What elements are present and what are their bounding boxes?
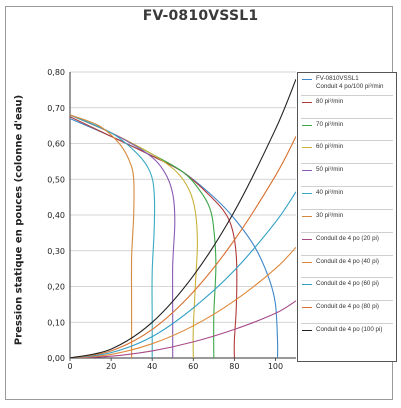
- legend-swatch: [302, 307, 312, 308]
- legend-swatch: [302, 216, 312, 217]
- legend-swatch: [302, 125, 312, 126]
- y-tick-label: 0,20: [47, 283, 65, 292]
- x-tick-label: 20: [106, 362, 116, 371]
- legend-label: Conduit de 4 po (20 pi): [316, 235, 395, 243]
- legend-label: 70 pi³/min: [316, 121, 395, 129]
- legend-swatch: [302, 102, 312, 103]
- legend-label-line: 40 pi³/min: [316, 189, 344, 196]
- legend-separator: [301, 232, 393, 233]
- legend-label-line: Conduit de 4 po (100 pi): [316, 326, 383, 333]
- legend-label: Conduit de 4 po (80 pi): [316, 303, 395, 311]
- chart-legend: FV-0810VSSL1 Conduit 4 po/100 pi³/min 80 p…: [297, 72, 397, 362]
- legend-separator: [301, 277, 393, 278]
- legend-swatch: [302, 239, 312, 240]
- y-tick-label: 0,60: [47, 140, 65, 149]
- legend-label: 60 pi³/min: [316, 143, 395, 151]
- chart-title: FV-0810VSSL1: [142, 8, 259, 24]
- legend-label-line: 30 pi³/min: [316, 212, 344, 219]
- y-tick-label: 0,80: [47, 68, 65, 77]
- series-line-9: [70, 246, 296, 358]
- legend-swatch: [302, 330, 312, 331]
- series-line-8: [70, 300, 296, 358]
- legend-label: Conduit de 4 po (100 pi): [316, 326, 395, 334]
- series-line-2: [70, 116, 238, 358]
- legend-swatch: [302, 147, 312, 148]
- x-tick-label: 60: [188, 362, 198, 371]
- legend-label: 30 pi³/min: [316, 212, 395, 220]
- x-tick-label: 0: [67, 362, 72, 371]
- legend-swatch: [302, 193, 312, 194]
- legend-label-line: FV-0810VSSL1: [316, 75, 359, 82]
- legend-label-line: 60 pi³/min: [316, 143, 344, 150]
- legend-swatch: [302, 284, 312, 285]
- y-tick-label: 0,40: [47, 211, 65, 220]
- series-line-7: [70, 114, 135, 358]
- series-line-4: [70, 114, 198, 358]
- legend-swatch: [302, 262, 312, 263]
- legend-label-line: 80 pi³/min: [316, 98, 344, 105]
- legend-label: FV-0810VSSL1 Conduit 4 po/100 pi³/min: [316, 75, 395, 90]
- y-tick-label: 0,00: [47, 354, 65, 363]
- legend-separator: [301, 140, 393, 141]
- y-tick-label: 0,30: [47, 247, 65, 256]
- legend-label: Conduit de 4 po (40 pi): [316, 258, 395, 266]
- legend-separator: [301, 163, 393, 164]
- y-tick-label: 0,50: [47, 175, 65, 184]
- legend-separator: [301, 118, 393, 119]
- legend-label-line: Conduit de 4 po (20 pi): [316, 235, 379, 242]
- legend-separator: [301, 209, 393, 210]
- legend-label-line: 50 pi³/min: [316, 166, 344, 173]
- legend-separator: [301, 186, 393, 187]
- x-tick-label: 100: [268, 362, 283, 371]
- series-line-11: [70, 136, 296, 358]
- x-tick-label: 40: [147, 362, 157, 371]
- legend-label-line: Conduit de 4 po (60 pi): [316, 280, 379, 287]
- y-tick-label: 0,10: [47, 318, 65, 327]
- x-tick-label: 80: [229, 362, 239, 371]
- legend-label-line: Conduit de 4 po (40 pi): [316, 258, 379, 265]
- series-line-5: [70, 114, 176, 358]
- legend-separator: [301, 95, 393, 96]
- legend-separator: [301, 323, 393, 324]
- series-line-6: [70, 114, 156, 358]
- legend-label: Conduit de 4 po (60 pi): [316, 280, 395, 288]
- legend-label: 40 pi³/min: [316, 189, 395, 197]
- legend-label-line: Conduit de 4 po (80 pi): [316, 303, 379, 310]
- legend-swatch: [302, 79, 312, 80]
- legend-label-line: 70 pi³/min: [316, 121, 344, 128]
- series-line-10: [70, 191, 296, 358]
- legend-separator: [301, 255, 393, 256]
- series-line-12: [70, 78, 296, 358]
- legend-label-line: Conduit 4 po/100 pi³/min: [316, 82, 384, 90]
- legend-swatch: [302, 170, 312, 171]
- y-tick-label: 0,70: [47, 104, 65, 113]
- legend-label: 50 pi³/min: [316, 166, 395, 174]
- legend-separator: [301, 300, 393, 301]
- legend-label: 80 pi³/min: [316, 98, 395, 106]
